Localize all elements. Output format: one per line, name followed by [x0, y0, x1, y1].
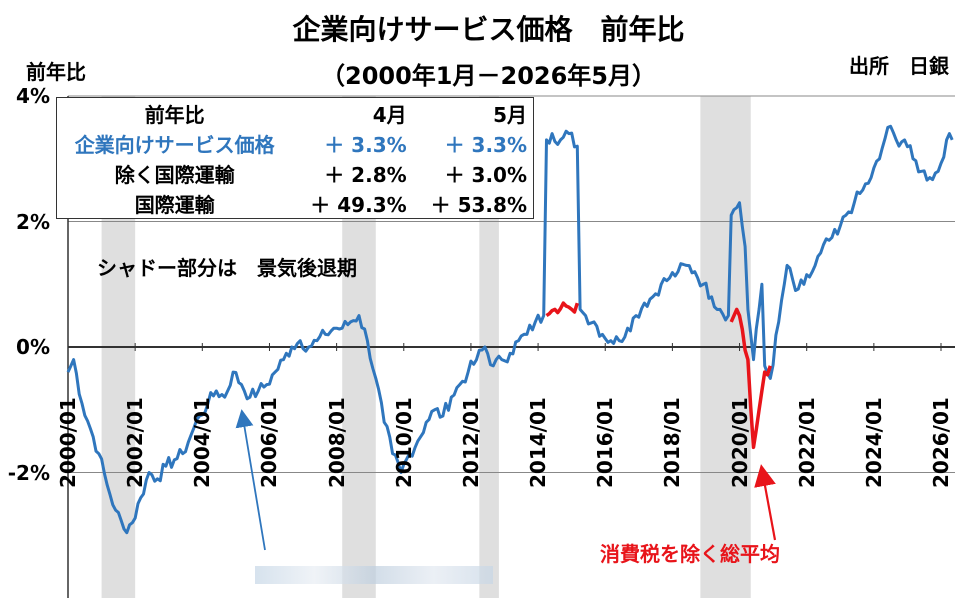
y-tick-label: 0% — [16, 335, 50, 359]
annotation-arrows — [235, 409, 777, 551]
x-tick-label: 2026/01 — [929, 397, 953, 488]
x-tick-label: 2022/01 — [794, 397, 819, 488]
legend-row: 国際運輸 ＋ 49.3% ＋ 53.8% — [57, 188, 534, 219]
gridlines — [67, 95, 955, 598]
legend-row-may: ＋ 3.3% — [444, 132, 527, 157]
legend-table: 前年比 4月 5月 企業向けサービス価格 ＋ 3.3% ＋ 3.3% 除く国際運… — [56, 97, 534, 219]
blue-arrow — [235, 409, 266, 551]
legend-row-apr: ＋ 2.8% — [324, 162, 407, 187]
tax-excluded-label: 消費税を除く総平均 — [600, 542, 780, 566]
legend-header-apr: 4月 — [372, 102, 407, 127]
x-tick-label: 2006/01 — [257, 397, 282, 488]
legend-row-may: ＋ 53.8% — [430, 192, 527, 217]
blurred-annotation — [255, 566, 493, 584]
chart-subtitle: （2000年1月－2026年5月） — [321, 62, 656, 90]
series-line-services-price — [66, 124, 954, 535]
shading-note: シャドー部分は 景気後退期 — [97, 256, 357, 280]
legend-row: 除く国際運輸 ＋ 2.8% ＋ 3.0% — [57, 158, 534, 188]
x-tick-label: 2018/01 — [660, 397, 685, 488]
legend-header-label: 前年比 — [144, 102, 205, 127]
x-tick-label: 2020/01 — [727, 397, 752, 488]
x-tick-label: 2008/01 — [324, 397, 349, 488]
legend-header-row: 前年比 4月 5月 — [57, 98, 534, 129]
x-tick-label: 2016/01 — [593, 397, 618, 488]
legend-row-may: ＋ 3.0% — [444, 162, 527, 187]
x-tick-label: 2012/01 — [458, 397, 483, 488]
red-arrow — [754, 464, 777, 541]
x-tick-label: 2002/01 — [123, 397, 148, 488]
y-axis-unit-label: 前年比 — [26, 60, 86, 84]
legend-row-apr: ＋ 3.3% — [324, 132, 407, 157]
chart-title: 企業向けサービス価格 前年比 — [292, 13, 685, 46]
legend-row-label: 企業向けサービス価格 — [74, 132, 275, 157]
x-tick-label: 2014/01 — [526, 397, 551, 488]
legend-row: 企業向けサービス価格 ＋ 3.3% ＋ 3.3% — [57, 128, 534, 158]
series-line-tax-excluded — [545, 301, 579, 318]
y-tick-label: 2% — [16, 209, 50, 234]
x-tick-label: 2024/01 — [861, 397, 886, 488]
y-tick-label: 4% — [16, 84, 50, 108]
legend-row-label: 国際運輸 — [134, 192, 215, 217]
legend-header-may: 5月 — [493, 102, 527, 127]
series-line-tax-excluded — [729, 307, 772, 450]
y-tick-label: -2% — [7, 460, 50, 485]
source-label: 出所 日銀 — [849, 54, 949, 78]
x-tick-label: 2010/01 — [391, 397, 416, 488]
x-tick-label: 2004/01 — [190, 397, 215, 488]
legend-row-apr: ＋ 49.3% — [310, 192, 407, 217]
x-tick-label: 2000/01 — [56, 397, 80, 488]
series-lines — [66, 124, 954, 535]
legend-row-label: 除く国際運輸 — [114, 162, 235, 187]
